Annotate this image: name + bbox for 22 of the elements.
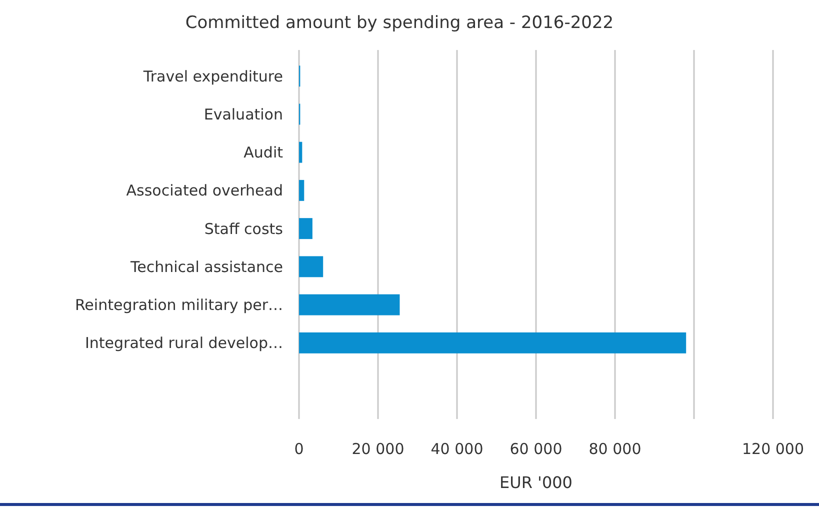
bar — [299, 142, 302, 163]
x-tick-label: 20 000 — [352, 440, 404, 458]
bar — [299, 332, 686, 354]
y-tick-label: Audit — [244, 144, 284, 162]
y-tick-label: Technical assistance — [129, 258, 283, 276]
x-tick-label: 60 000 — [510, 440, 562, 458]
chart-title: Committed amount by spending area - 2016-2022 — [185, 13, 614, 33]
y-tick-label: Evaluation — [204, 105, 283, 124]
y-tick-label: Staff costs — [204, 220, 284, 238]
y-tick-label: Integrated rural develop… — [84, 334, 283, 352]
x-tick-label: 80 000 — [588, 440, 642, 458]
y-tick-label: Reintegration military per… — [74, 296, 283, 314]
x-tick-label: 0 — [294, 440, 304, 458]
bar — [299, 180, 304, 201]
bar — [299, 294, 400, 316]
y-tick-label: Travel expenditure — [142, 67, 283, 86]
x-tick-label: 120 000 — [742, 440, 804, 458]
x-axis-title: EUR '000 — [500, 473, 572, 492]
y-tick-label: Associated overhead — [126, 182, 283, 200]
x-tick-label: 40 000 — [430, 440, 484, 458]
bar — [299, 218, 312, 240]
bar — [299, 256, 324, 278]
